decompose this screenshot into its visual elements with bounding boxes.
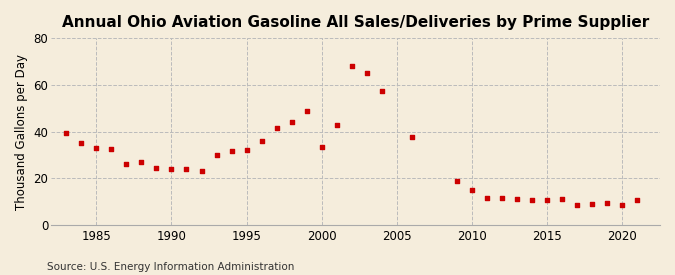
Point — [632, 198, 643, 203]
Text: Source: U.S. Energy Information Administration: Source: U.S. Energy Information Administ… — [47, 262, 294, 272]
Point — [241, 148, 252, 152]
Point — [331, 122, 342, 127]
Point — [377, 89, 387, 93]
Point — [181, 167, 192, 171]
Point — [572, 203, 583, 207]
Point — [301, 108, 312, 113]
Point — [91, 146, 102, 150]
Point — [317, 144, 327, 149]
Point — [346, 64, 357, 68]
Point — [557, 197, 568, 202]
Point — [587, 202, 598, 206]
Point — [452, 178, 462, 183]
Point — [497, 196, 508, 200]
Point — [256, 139, 267, 143]
Point — [512, 197, 522, 202]
Point — [466, 188, 477, 192]
Point — [211, 153, 222, 157]
Point — [76, 141, 86, 145]
Point — [362, 71, 373, 75]
Point — [602, 200, 613, 205]
Point — [151, 166, 162, 170]
Point — [406, 135, 417, 140]
Point — [61, 131, 72, 135]
Y-axis label: Thousand Gallons per Day: Thousand Gallons per Day — [15, 54, 28, 210]
Point — [136, 160, 146, 164]
Point — [166, 167, 177, 171]
Point — [106, 147, 117, 151]
Point — [542, 198, 553, 203]
Point — [526, 198, 537, 203]
Point — [617, 203, 628, 207]
Point — [286, 120, 297, 124]
Point — [121, 162, 132, 166]
Point — [482, 196, 493, 200]
Point — [271, 126, 282, 130]
Title: Annual Ohio Aviation Gasoline All Sales/Deliveries by Prime Supplier: Annual Ohio Aviation Gasoline All Sales/… — [62, 15, 649, 30]
Point — [226, 149, 237, 153]
Point — [196, 169, 207, 174]
